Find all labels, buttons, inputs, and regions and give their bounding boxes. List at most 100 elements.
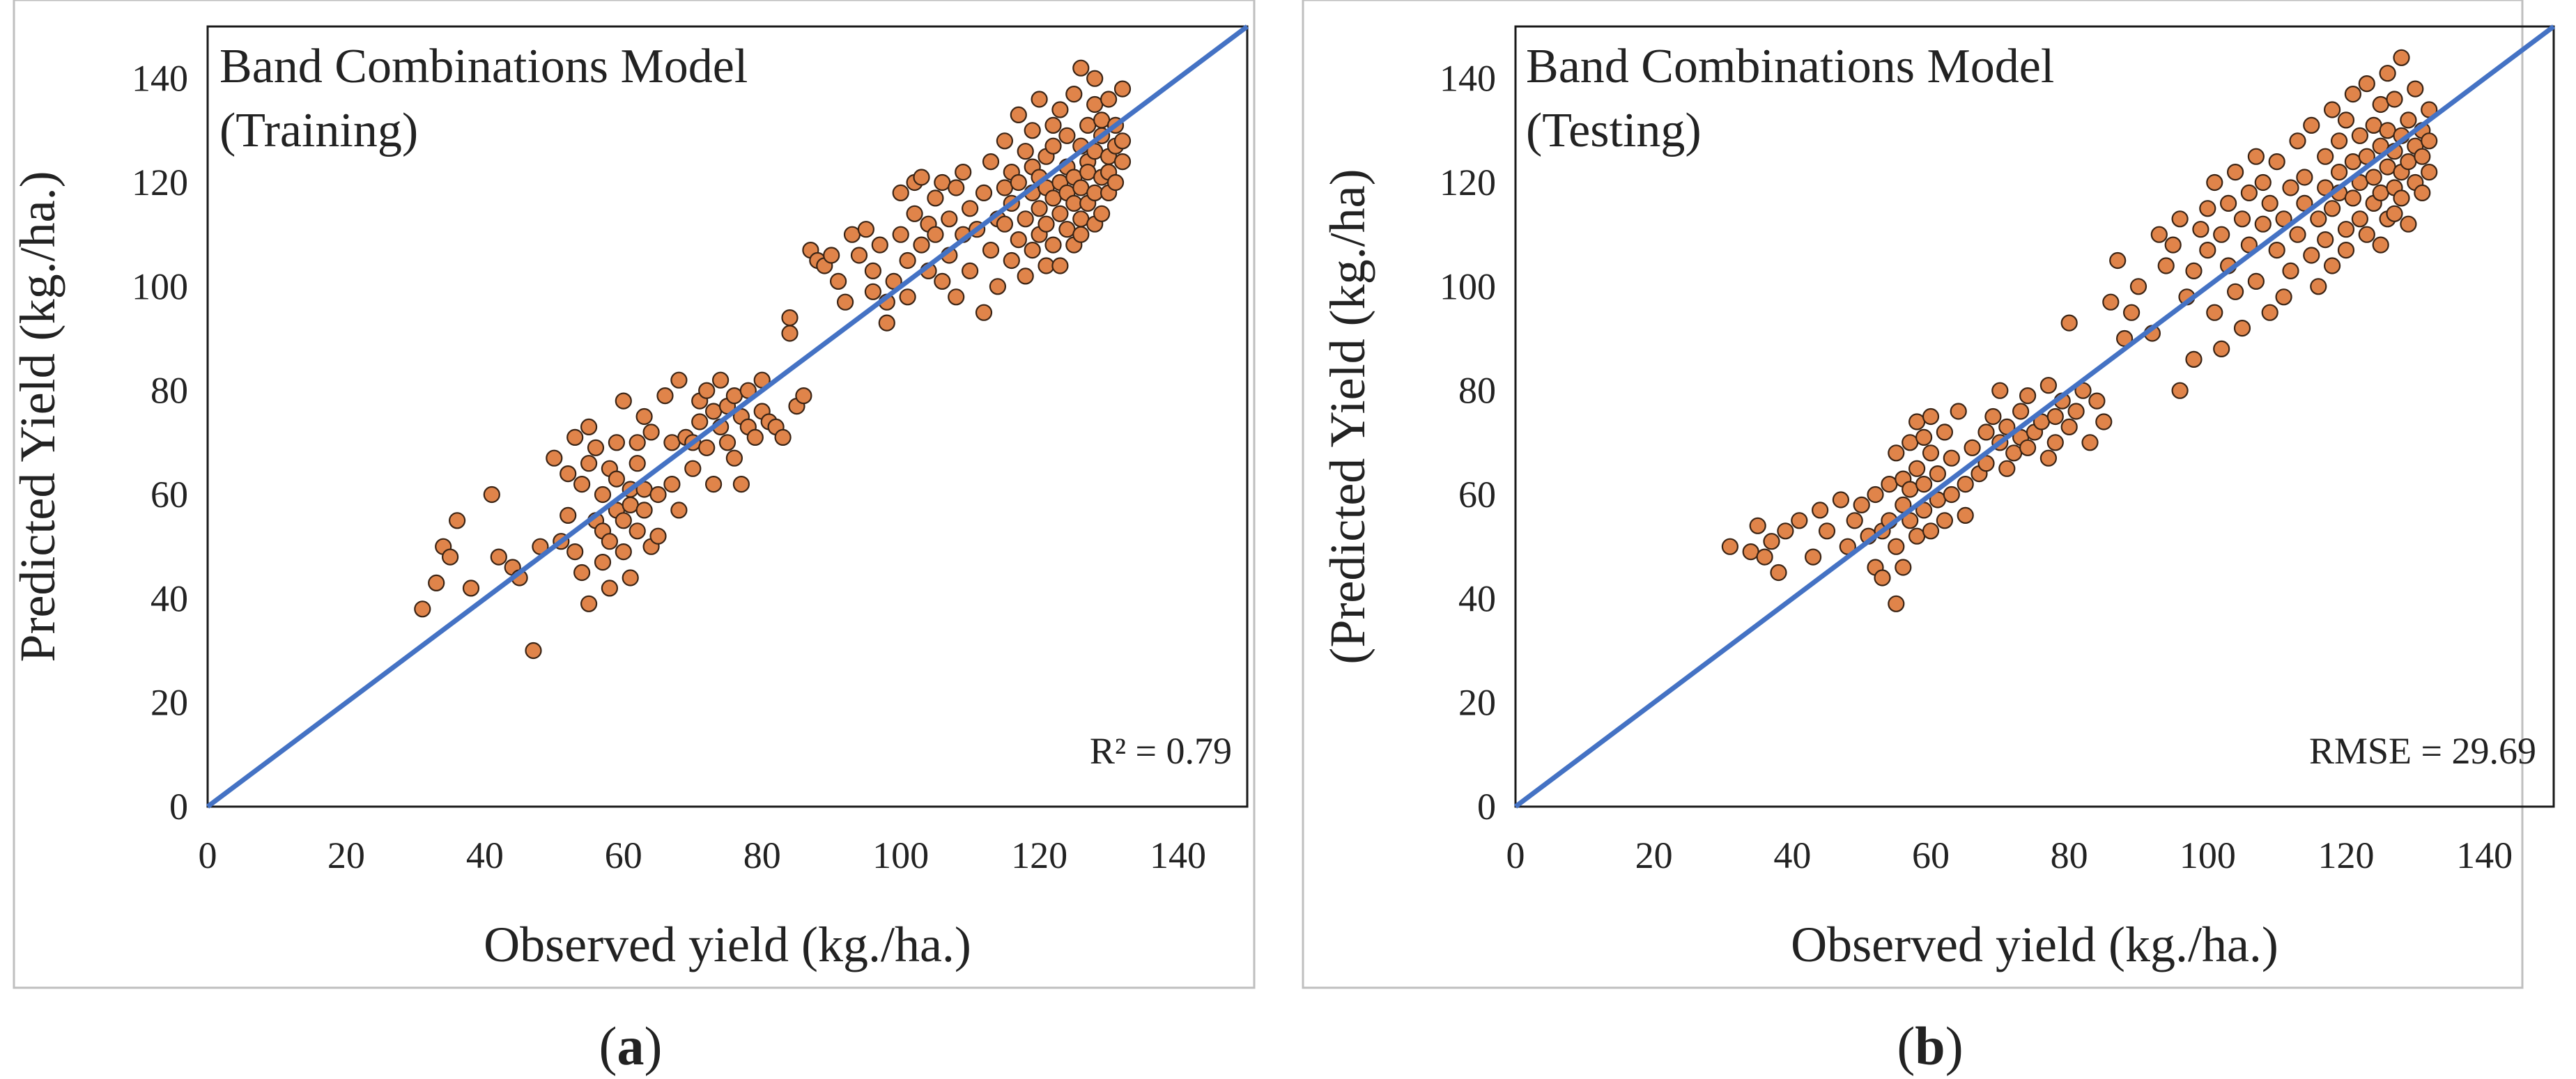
- y-tick-label: 20: [1458, 682, 1496, 724]
- data-point: [560, 465, 577, 483]
- data-point: [663, 434, 681, 451]
- data-point: [2240, 184, 2258, 201]
- data-point: [1058, 127, 1076, 144]
- data-point: [635, 502, 653, 519]
- data-point: [948, 179, 965, 196]
- data-point: [2289, 226, 2306, 243]
- data-point: [892, 184, 909, 201]
- data-point: [635, 407, 653, 426]
- data-point: [982, 153, 1000, 171]
- x-tick-label: 80: [2051, 835, 2088, 876]
- data-point: [2324, 200, 2341, 217]
- data-point: [601, 533, 619, 550]
- data-point: [1051, 101, 1069, 118]
- data-point: [1017, 210, 1034, 228]
- data-point: [649, 527, 667, 545]
- data-point: [1749, 517, 1766, 534]
- data-point: [996, 179, 1014, 196]
- data-point: [2365, 169, 2382, 186]
- data-point: [795, 387, 812, 405]
- data-point: [2019, 439, 2037, 456]
- y-tick-label: 60: [1458, 474, 1496, 515]
- data-point: [622, 569, 639, 587]
- data-point: [601, 580, 619, 597]
- data-point: [628, 434, 646, 451]
- data-point: [2421, 132, 2438, 150]
- data-point: [1017, 143, 1034, 160]
- data-point: [649, 486, 667, 504]
- data-point: [1998, 460, 2016, 477]
- data-point: [2282, 262, 2299, 279]
- data-point: [2317, 148, 2334, 165]
- data-point: [1044, 236, 1062, 254]
- data-point: [2185, 262, 2203, 279]
- data-point: [2386, 91, 2403, 108]
- data-point: [663, 475, 681, 493]
- x-tick-label: 0: [1506, 835, 1525, 876]
- data-point: [955, 164, 972, 181]
- data-point: [2129, 278, 2147, 295]
- data-point: [2337, 242, 2355, 259]
- data-point: [1915, 428, 1933, 447]
- data-point: [1936, 512, 1953, 529]
- data-point: [2213, 340, 2230, 357]
- data-point: [1051, 205, 1069, 222]
- data-point: [2227, 283, 2244, 300]
- data-point: [2261, 194, 2278, 212]
- data-point: [670, 371, 688, 389]
- data-point: [996, 215, 1014, 233]
- data-point: [414, 600, 431, 618]
- data-point: [1079, 116, 1097, 134]
- data-point: [975, 304, 993, 321]
- data-point: [1908, 460, 1926, 477]
- data-point: [781, 325, 799, 342]
- data-point: [2351, 127, 2368, 144]
- data-point: [2400, 111, 2417, 129]
- data-point: [1113, 80, 1132, 98]
- data-point: [718, 434, 736, 451]
- x-tick-label: 40: [466, 835, 504, 876]
- panel-caption: (a): [599, 1016, 663, 1076]
- data-point: [2067, 403, 2085, 420]
- data-point: [566, 543, 584, 561]
- data-point: [1777, 522, 1794, 540]
- data-point: [2109, 251, 2127, 270]
- data-point: [1065, 194, 1083, 212]
- plot-area: [1514, 25, 2555, 808]
- chart-b: 0 20 40 60 80 100 120 140 0 20 40 60 80 100 120 140 Obse…: [1302, 0, 2556, 1076]
- data-point: [927, 189, 944, 207]
- data-point: [857, 221, 875, 238]
- data-point: [996, 132, 1014, 150]
- data-point: [1846, 512, 1863, 529]
- data-point: [2164, 236, 2182, 254]
- caption-open: (: [599, 1016, 617, 1076]
- data-point: [483, 486, 500, 504]
- data-point: [2400, 215, 2417, 233]
- data-point: [2213, 226, 2230, 243]
- data-point: [1113, 153, 1132, 171]
- y-tick-label: 140: [132, 58, 188, 100]
- data-point: [2192, 221, 2209, 238]
- data-point: [580, 455, 598, 472]
- data-point: [656, 387, 674, 405]
- data-point: [913, 169, 930, 186]
- data-point: [1984, 407, 2002, 426]
- data-point: [670, 502, 688, 519]
- data-point: [2310, 278, 2327, 295]
- data-point: [622, 496, 639, 514]
- data-point: [2095, 413, 2113, 430]
- caption-open: (: [1897, 1016, 1915, 1076]
- data-point: [1929, 465, 1946, 483]
- data-point: [2414, 148, 2431, 165]
- data-point: [1024, 242, 1041, 259]
- data-point: [829, 272, 847, 290]
- x-tick-label: 20: [327, 835, 365, 876]
- data-point: [1936, 424, 1953, 441]
- y-tick-label: 80: [1458, 370, 1496, 412]
- data-point: [628, 522, 646, 540]
- data-point: [2372, 95, 2389, 114]
- data-point: [989, 278, 1007, 295]
- reference-line: [206, 24, 1249, 809]
- data-point: [1010, 231, 1027, 249]
- data-point: [1086, 184, 1104, 201]
